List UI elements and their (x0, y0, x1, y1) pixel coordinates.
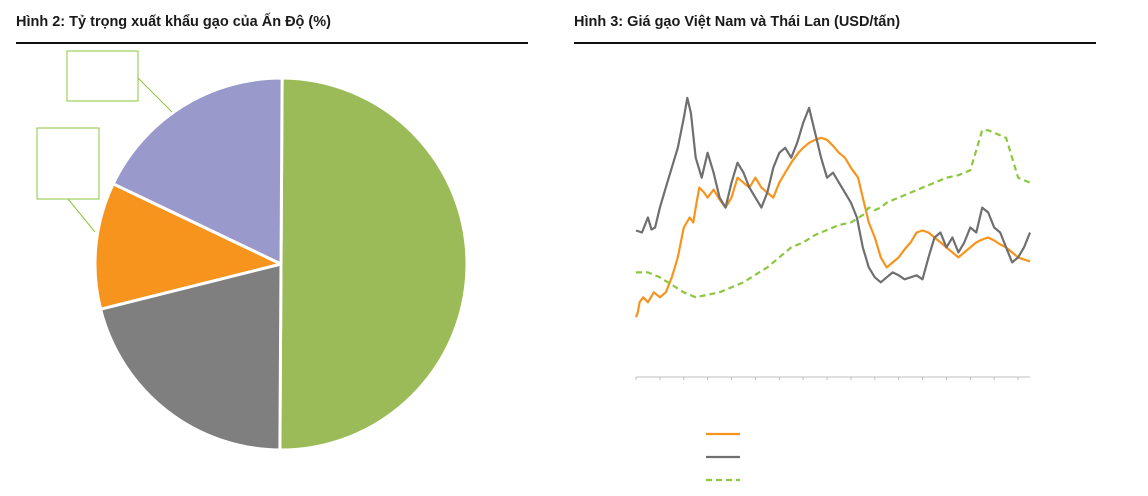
series-line (634, 136, 1031, 318)
series-line (635, 96, 1032, 284)
pie-slice (111, 76, 284, 266)
callout-leader (137, 77, 173, 113)
series-line (636, 129, 1031, 299)
figure-2-title-rule (16, 42, 528, 44)
callout-box (66, 50, 139, 102)
pie-slice (99, 262, 283, 452)
figure-3-title-rule (574, 42, 1096, 44)
line-chart (634, 96, 1032, 482)
callout-leader (67, 198, 96, 233)
figure-2-title: Hình 2: Tỷ trọng xuất khẩu gạo của Ấn Độ… (16, 14, 331, 30)
pie-slice (93, 182, 283, 311)
pie-chart (36, 50, 469, 452)
figure-3-panel: Hình 3: Giá gạo Việt Nam và Thái Lan (US… (568, 0, 1148, 496)
figure-3-title: Hình 3: Giá gạo Việt Nam và Thái Lan (US… (574, 14, 901, 30)
callout-box (36, 127, 100, 200)
figure-2-panel: Hình 2: Tỷ trọng xuất khẩu gạo của Ấn Độ… (0, 0, 540, 496)
pie-slice (278, 76, 469, 452)
